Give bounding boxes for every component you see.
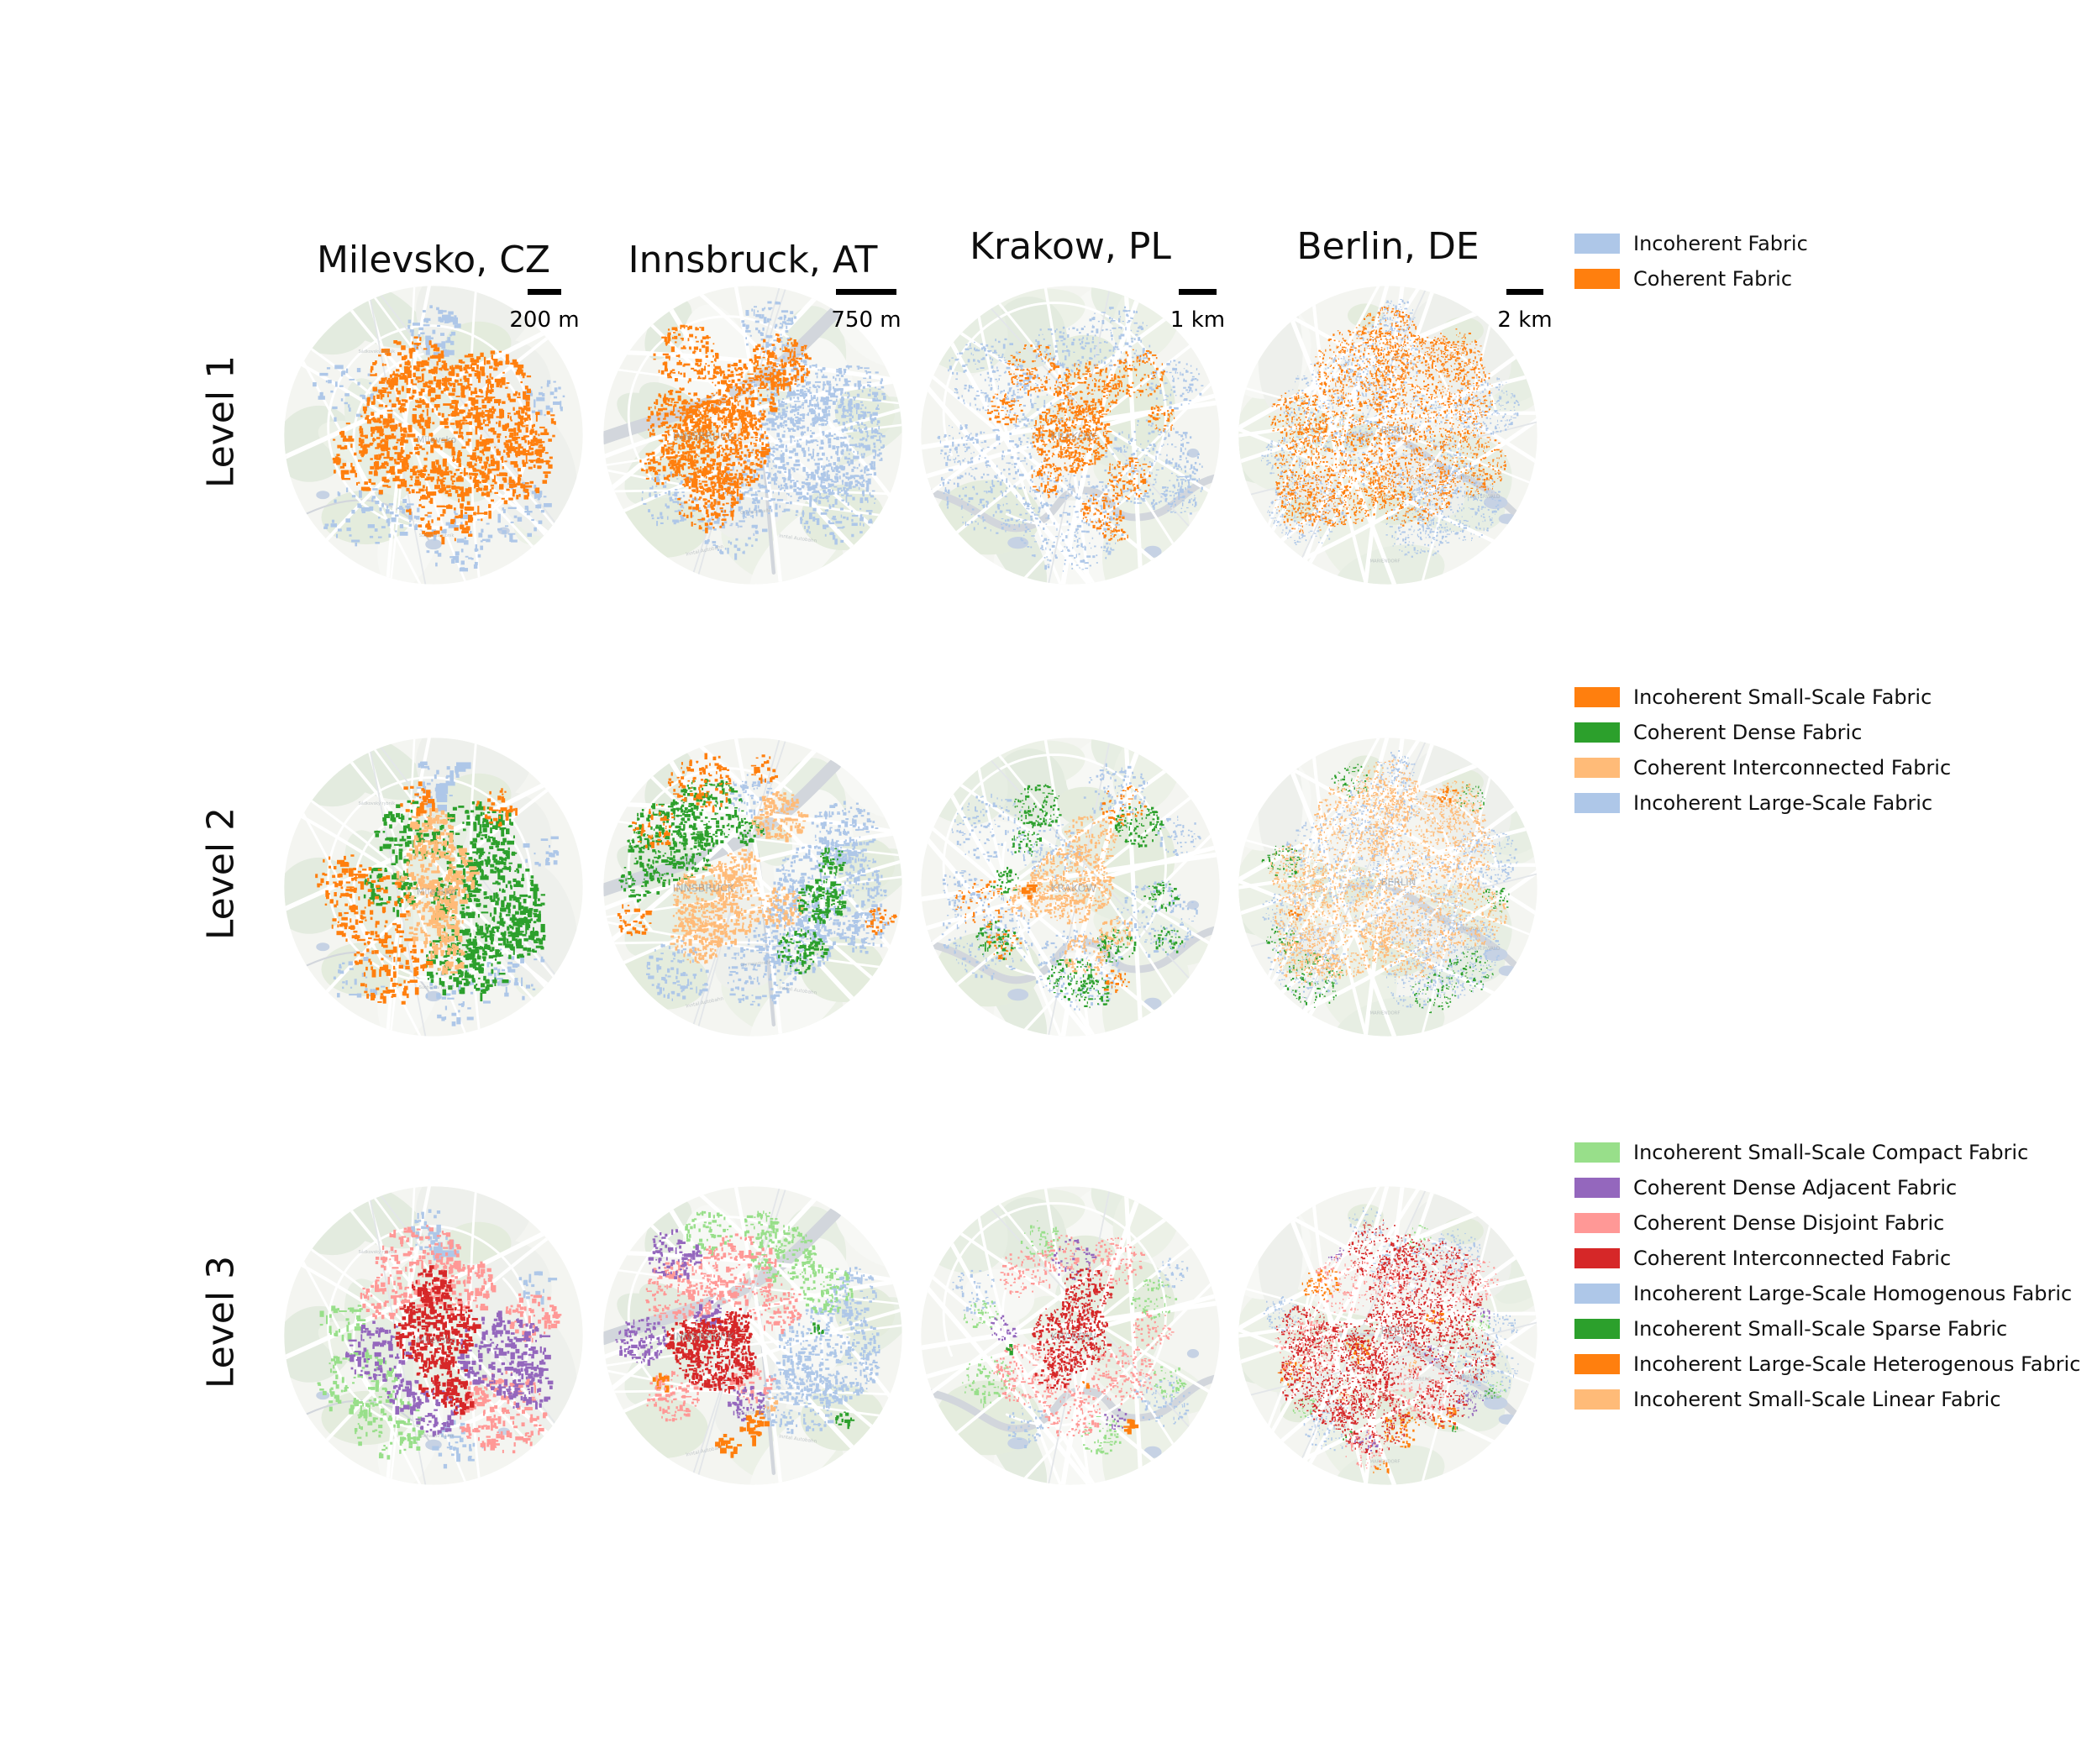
legend-swatch (1574, 1284, 1620, 1304)
legend-swatch (1574, 269, 1620, 289)
legend-swatch (1574, 1389, 1620, 1410)
legend-item: Incoherent Small-Scale Linear Fabric (1574, 1389, 2080, 1410)
legend-label: Incoherent Large-Scale Fabric (1633, 791, 1933, 815)
map-innsbruck-level-2 (603, 738, 902, 1037)
legend-swatch (1574, 1248, 1620, 1268)
column-title-krakow: Krakow, PL (970, 225, 1171, 268)
legend-swatch (1574, 758, 1620, 778)
scalebar-label: 2 km (1497, 307, 1553, 333)
row-label-level-1: Level 1 (199, 354, 243, 489)
legend-item: Incoherent Fabric (1574, 234, 1808, 254)
legend-label: Coherent Dense Fabric (1633, 721, 1863, 744)
legend-label: Incoherent Fabric (1633, 232, 1808, 255)
scalebar-label: 200 m (509, 307, 580, 333)
map-berlin-level-2 (1238, 738, 1537, 1037)
legend-item: Incoherent Small-Scale Fabric (1574, 687, 1951, 707)
map-krakow-level-3 (921, 1186, 1220, 1485)
legend-label: Coherent Interconnected Fabric (1633, 756, 1952, 780)
legend-label: Incoherent Large-Scale Heterogenous Fabr… (1633, 1352, 2081, 1376)
legend-swatch (1574, 1213, 1620, 1233)
legend-label: Coherent Dense Disjoint Fabric (1633, 1211, 1945, 1235)
legend-item: Coherent Interconnected Fabric (1574, 1248, 2080, 1268)
legend-level-3: Incoherent Small-Scale Compact Fabric Co… (1574, 1142, 2080, 1425)
legend-swatch (1574, 1354, 1620, 1374)
legend-swatch (1574, 793, 1620, 813)
legend-level-1: Incoherent Fabric Coherent Fabric (1574, 234, 1808, 304)
legend-item: Coherent Fabric (1574, 269, 1808, 289)
legend-item: Incoherent Small-Scale Sparse Fabric (1574, 1319, 2080, 1339)
map-berlin-level-3 (1238, 1186, 1537, 1485)
row-label-level-3: Level 3 (199, 1255, 243, 1389)
map-milevsko-level-2 (284, 738, 583, 1037)
column-title-innsbruck: Innsbruck, AT (628, 239, 878, 281)
legend-item: Incoherent Large-Scale Homogenous Fabric (1574, 1284, 2080, 1304)
legend-item: Incoherent Small-Scale Compact Fabric (1574, 1142, 2080, 1163)
column-title-milevsko: Milevsko, CZ (316, 239, 551, 281)
scalebar-line (1179, 289, 1217, 295)
legend-swatch (1574, 722, 1620, 743)
legend-level-2: Incoherent Small-Scale Fabric Coherent D… (1574, 687, 1951, 828)
legend-label: Incoherent Small-Scale Compact Fabric (1633, 1141, 2029, 1164)
legend-swatch (1574, 687, 1620, 707)
map-innsbruck-level-1 (603, 286, 902, 585)
legend-item: Coherent Dense Disjoint Fabric (1574, 1213, 2080, 1233)
legend-item: Incoherent Large-Scale Heterogenous Fabr… (1574, 1354, 2080, 1374)
legend-item: Coherent Interconnected Fabric (1574, 758, 1951, 778)
map-krakow-level-2 (921, 738, 1220, 1037)
map-innsbruck-level-3 (603, 1186, 902, 1485)
legend-item: Coherent Dense Fabric (1574, 722, 1951, 743)
column-title-berlin: Berlin, DE (1296, 225, 1480, 268)
legend-label: Incoherent Large-Scale Homogenous Fabric (1633, 1282, 2073, 1305)
legend-swatch (1574, 1319, 1620, 1339)
scalebar-line (528, 289, 561, 295)
scalebar-line (836, 289, 896, 295)
row-label-level-2: Level 2 (199, 806, 243, 941)
scalebar-label: 1 km (1170, 307, 1226, 333)
map-berlin-level-1 (1238, 286, 1537, 585)
scalebar-label: 750 m (831, 307, 901, 333)
scalebar-line (1506, 289, 1543, 295)
legend-label: Incoherent Small-Scale Fabric (1633, 685, 1932, 709)
legend-label: Incoherent Small-Scale Sparse Fabric (1633, 1317, 2008, 1341)
legend-swatch (1574, 1142, 1620, 1163)
map-milevsko-level-3 (284, 1186, 583, 1485)
legend-label: Coherent Dense Adjacent Fabric (1633, 1176, 1958, 1200)
legend-label: Coherent Fabric (1633, 267, 1793, 291)
map-krakow-level-1 (921, 286, 1220, 585)
legend-swatch (1574, 234, 1620, 254)
legend-item: Coherent Dense Adjacent Fabric (1574, 1178, 2080, 1198)
legend-item: Incoherent Large-Scale Fabric (1574, 793, 1951, 813)
legend-label: Coherent Interconnected Fabric (1633, 1247, 1952, 1270)
legend-label: Incoherent Small-Scale Linear Fabric (1633, 1388, 2001, 1411)
legend-swatch (1574, 1178, 1620, 1198)
map-milevsko-level-1 (284, 286, 583, 585)
